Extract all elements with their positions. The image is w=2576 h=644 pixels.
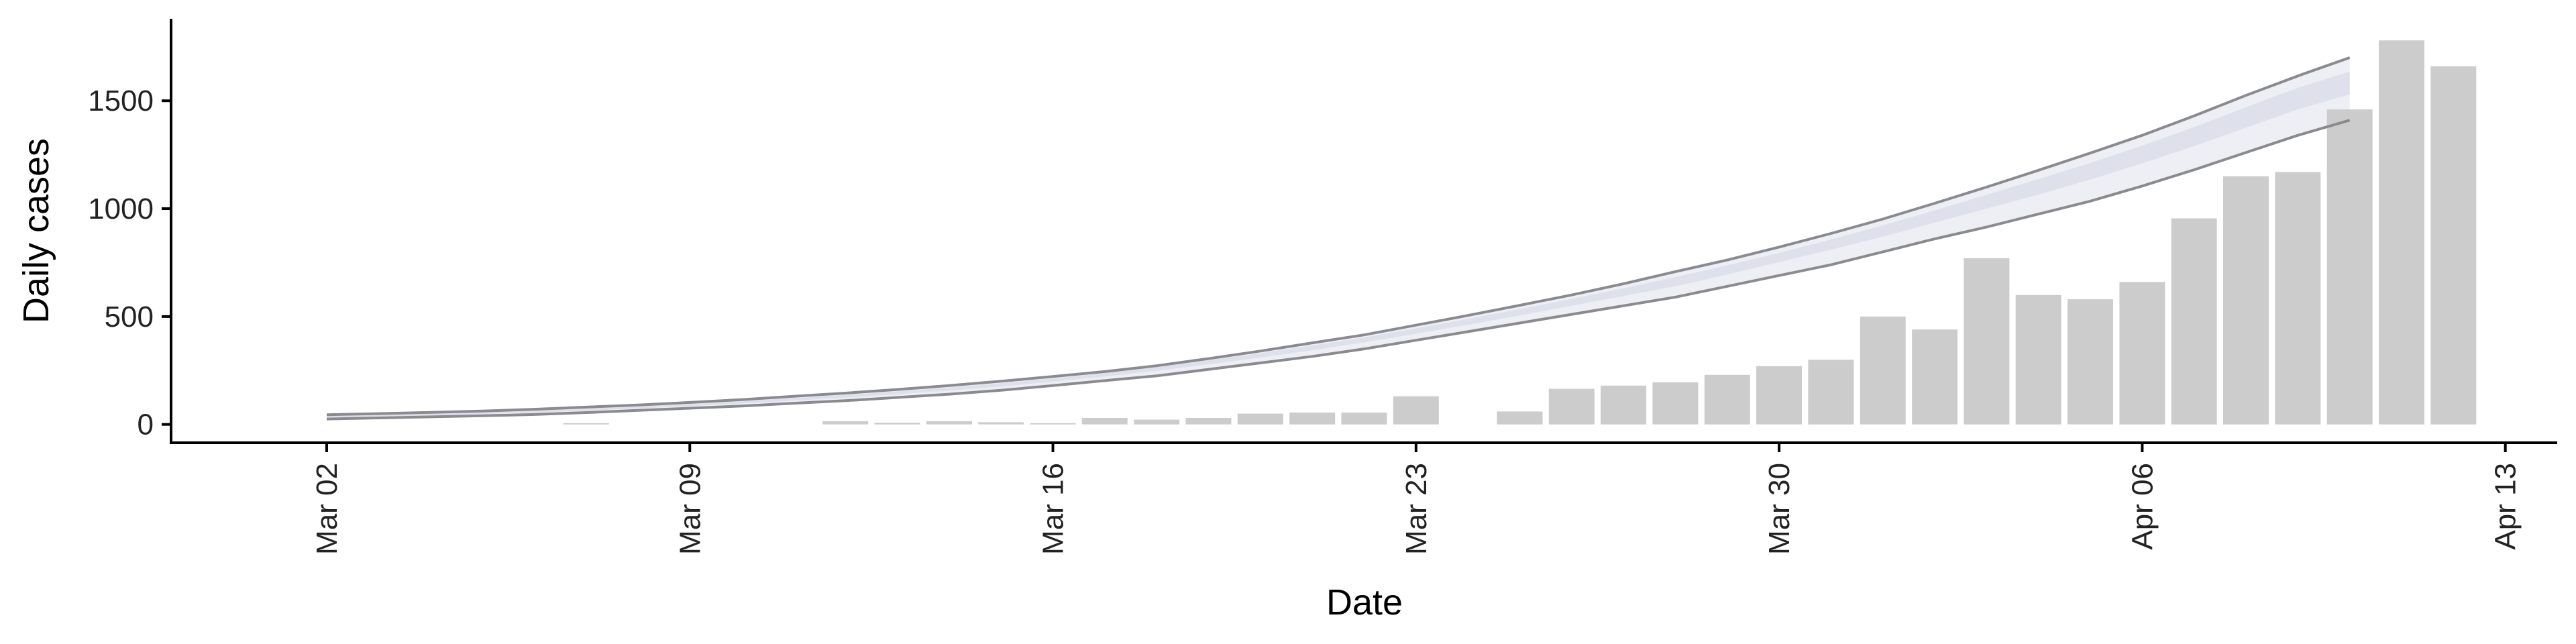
bar [1756,366,1803,425]
bar [563,423,609,425]
projection-bands [327,57,2350,419]
projection-outer-band [327,57,2350,419]
y-tick-label: 500 [105,301,154,333]
bar [2379,40,2424,425]
bar [1548,388,1595,425]
bar [1185,418,1232,425]
bar [1497,411,1543,425]
x-tick-label: Apr 06 [2126,463,2159,550]
bar [1652,382,1699,425]
y-ticks: 0 500 1000 1500 [88,85,171,441]
bar [926,421,972,425]
x-axis-title: Date [1326,582,1403,623]
bar [1964,258,2010,425]
bar [1808,360,1854,425]
bars-group [563,40,2477,425]
projection-lower-line [326,119,2351,421]
axes [170,19,2557,444]
x-ticks: Mar 02 Mar 09 Mar 16 Mar 23 Mar 30 Apr 06 Apr … [311,443,2522,555]
bar [1237,413,1283,425]
bar [1704,374,1750,425]
x-tick-label: Mar 23 [1400,463,1433,555]
x-tick-label: Mar 02 [311,463,343,555]
bar [1393,396,1439,425]
bar [2430,66,2477,425]
y-tick-label: 0 [138,409,154,441]
x-tick-label: Apr 13 [2489,463,2522,550]
bar [1030,423,1076,425]
bar [1081,418,1128,425]
bar [1134,419,1180,425]
bar [822,421,869,425]
x-tick-label: Mar 09 [674,463,706,555]
bar [2223,176,2269,425]
bar [1912,329,1958,425]
bar [2275,172,2321,425]
y-tick-label: 1000 [88,193,154,225]
x-tick-label: Mar 16 [1037,463,1070,555]
bar [2119,282,2165,425]
y-axis-title: Daily cases [16,138,56,323]
bar [1860,316,1906,425]
x-tick-label: Mar 30 [1763,463,1796,555]
bar [2171,218,2217,425]
bar [978,422,1024,425]
bar [2326,109,2373,425]
y-tick-label: 1500 [88,85,154,117]
bar [874,423,920,425]
bar [1601,385,1647,425]
bar [2068,299,2113,425]
projection-upper-line [326,56,2351,417]
bar [2015,294,2061,425]
bar [1289,413,1336,425]
projection-lines [326,56,2351,421]
bar [1341,413,1387,425]
